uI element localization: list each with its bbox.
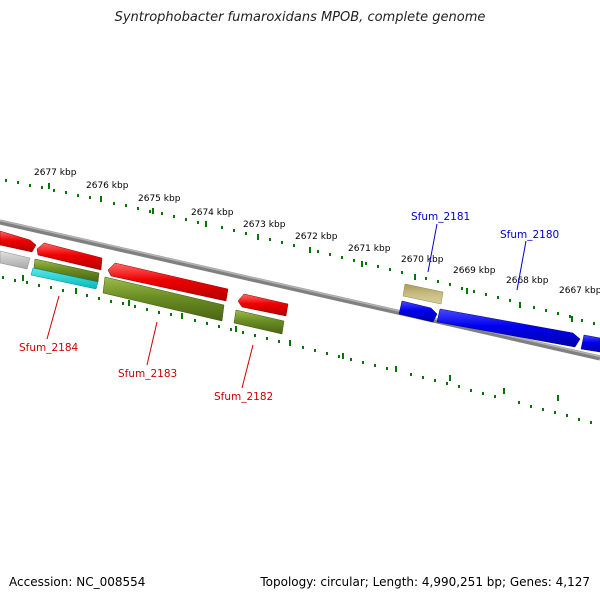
leader-line [516,240,527,291]
gene-arrow[interactable] [107,262,229,302]
gene-arrow[interactable] [402,283,444,305]
leader-line [241,344,254,389]
gene-arrow[interactable] [580,334,600,353]
accession-text: Accession: NC_008554 [9,575,146,589]
scale-label: 2673 kbp [243,220,286,230]
scale-label: 2675 kbp [138,194,181,204]
leader-line [146,321,158,366]
scale-label: 2674 kbp [191,208,234,218]
gene-labels: Sfum_2184 Sfum_2183 Sfum_2182 Sfum_2181 … [19,211,559,403]
scale-label: 2676 kbp [86,181,129,191]
gene-label[interactable]: Sfum_2184 [19,342,79,354]
gene-label[interactable]: Sfum_2183 [118,368,177,380]
scale-label: 2672 kbp [295,232,338,242]
inner-major-ticks [22,275,559,401]
genome-title: Syntrophobacter fumaroxidans MPOB, compl… [114,10,486,25]
leader-line [46,295,60,340]
genome-backbone [0,219,600,361]
gene-arrow[interactable] [233,309,285,335]
scale-label: 2677 kbp [34,168,77,178]
scale-label: 2670 kbp [401,255,444,265]
scale-label: 2671 kbp [348,244,391,254]
gene-arrow[interactable] [436,308,581,348]
genome-backbone-highlight [0,219,600,358]
topology-text: Topology: circular; Length: 4,990,251 bp… [260,575,590,589]
gene-label[interactable]: Sfum_2182 [214,391,273,403]
gene-arrow[interactable] [0,250,31,270]
gene-leader-lines [46,223,527,389]
leader-line [427,223,438,273]
scale-label: 2667 kbp [559,286,600,296]
inner-dotted-arc [2,276,592,424]
gene-arrow[interactable] [0,230,37,253]
scale-labels: 2677 kbp 2676 kbp 2675 kbp 2674 kbp 2673… [34,168,600,296]
outer-dotted-arc [5,179,595,325]
gene-label[interactable]: Sfum_2181 [411,211,470,223]
gene-arrow[interactable] [36,242,103,271]
gene-arrow[interactable] [102,276,225,322]
scale-label: 2668 kbp [506,276,549,286]
scale-label: 2669 kbp [453,266,496,276]
gene-label[interactable]: Sfum_2180 [500,229,559,241]
gene-arrow[interactable] [237,293,289,317]
outer-major-ticks [48,183,573,322]
gene-arrow[interactable] [398,300,438,323]
gene-arrow[interactable] [30,267,99,290]
